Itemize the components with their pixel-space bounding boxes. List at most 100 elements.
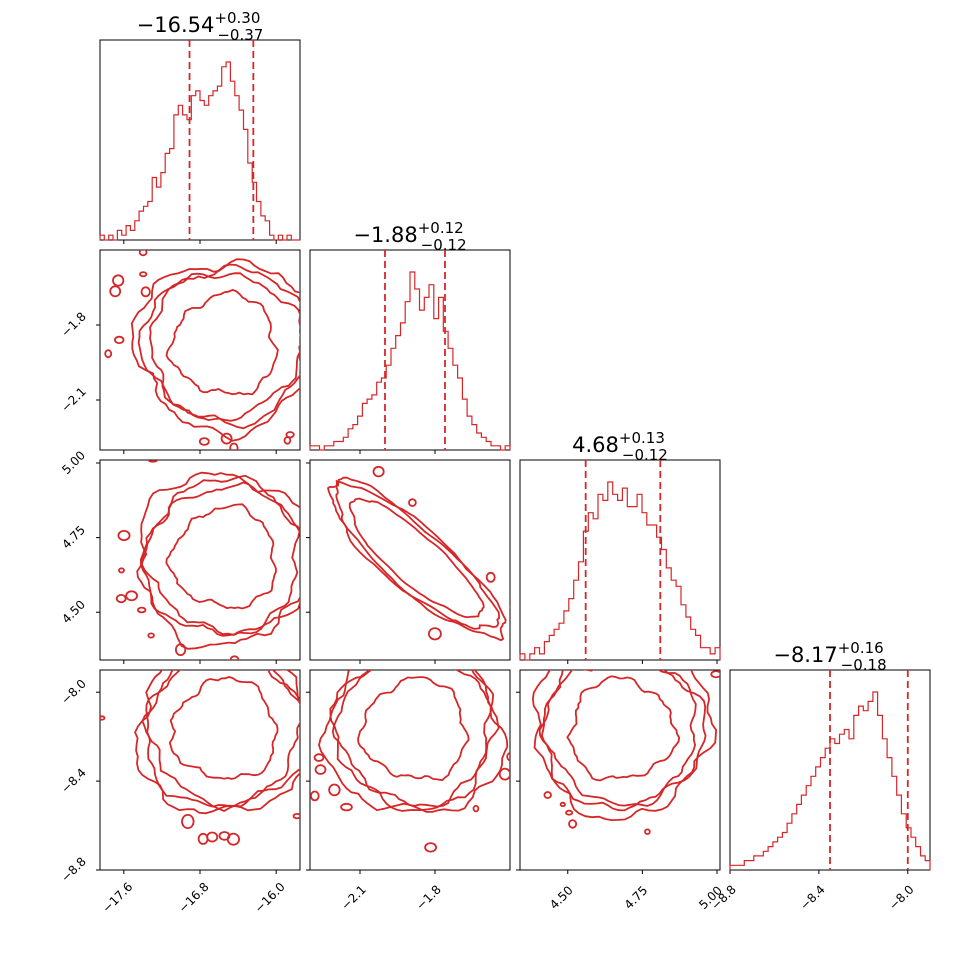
hist-steps-3	[729, 691, 931, 870]
contour-island	[184, 458, 195, 468]
contour-line	[168, 676, 279, 780]
contour-line	[149, 272, 300, 422]
contour-island	[559, 801, 566, 808]
contour-island	[292, 813, 300, 820]
contour-island	[175, 643, 187, 657]
contour-island	[303, 805, 314, 815]
contour-island	[328, 783, 341, 797]
contour-island	[506, 751, 510, 762]
contour-panel-3-0	[96, 629, 314, 874]
contour-island	[408, 498, 417, 507]
contour-line	[348, 497, 485, 619]
contour-line	[165, 503, 277, 610]
contour-island	[226, 832, 240, 846]
contour-island	[682, 629, 689, 634]
contour-island	[310, 790, 320, 802]
contour-line	[141, 670, 300, 808]
contour-island	[146, 460, 159, 463]
contour-island	[565, 617, 569, 621]
contour-island	[372, 465, 385, 478]
title-minus: −0.12	[622, 446, 668, 464]
contour-island	[147, 632, 155, 639]
contour-island	[166, 632, 177, 644]
contour-line	[136, 471, 300, 650]
contour-island	[198, 437, 210, 446]
contour-panel-2-0	[96, 439, 331, 679]
contour-line	[531, 670, 718, 822]
contour-island	[248, 675, 253, 679]
param-title-2: 4.68+0.13 −0.12	[572, 429, 668, 464]
contour-island	[644, 828, 651, 835]
contour-island	[617, 620, 629, 633]
hist-frame-1	[309, 249, 511, 451]
contour-island	[220, 432, 233, 445]
contour-island	[323, 596, 331, 603]
contour-line	[130, 258, 300, 442]
hist-frame-2	[519, 459, 721, 661]
x-tick-label: −16.0	[252, 880, 288, 916]
contour-line	[318, 670, 509, 813]
contour-island	[118, 567, 125, 574]
contour-panel-3-1	[295, 620, 536, 874]
contour-island	[646, 634, 653, 640]
y-tick-label: −8.8	[58, 854, 89, 885]
contour-line	[137, 263, 300, 430]
contour-line	[335, 479, 500, 630]
contour-island	[117, 530, 131, 542]
contour-island	[515, 730, 520, 735]
contour-line	[540, 670, 707, 812]
contour-island	[295, 741, 307, 749]
contour-island	[229, 442, 239, 450]
x-tick-label: −2.1	[338, 882, 369, 913]
contour-line	[165, 288, 279, 396]
title-median: −8.17	[773, 643, 837, 667]
x-tick-label: −17.6	[100, 880, 136, 916]
x-tick-label: 4.50	[547, 883, 576, 912]
contour-island	[136, 606, 147, 614]
title-plus: +0.12	[418, 219, 464, 237]
x-tick-label: −8.0	[886, 882, 917, 913]
contour-panel-1-0	[96, 249, 335, 468]
x-tick-label: 4.75	[622, 883, 651, 912]
contour-line	[329, 670, 500, 812]
contour-island	[710, 670, 720, 679]
contour-island	[194, 629, 201, 634]
contour-island	[524, 719, 536, 729]
hist-panel-0: −16.54+0.30 −0.37	[99, 9, 301, 244]
contour-panel-2-1	[306, 459, 511, 664]
x-tick-label: −8.4	[797, 882, 828, 913]
contour-line	[357, 676, 470, 782]
contour-island	[458, 644, 464, 649]
contour-island	[427, 627, 442, 641]
param-title-0: −16.54+0.30 −0.37	[137, 9, 264, 44]
title-median: −16.54	[137, 13, 215, 37]
contour-island	[104, 349, 113, 359]
contour-island	[139, 271, 148, 278]
contour-island	[201, 668, 210, 676]
hist-steps-2	[519, 481, 721, 661]
contour-island	[340, 802, 353, 812]
contour-island	[221, 664, 228, 672]
contour-island	[244, 439, 256, 449]
title-plus: +0.13	[619, 429, 665, 447]
y-tick-label: −2.1	[58, 384, 89, 415]
y-tick-label: −8.4	[58, 766, 89, 797]
contour-line	[140, 481, 300, 636]
title-plus: +0.16	[838, 639, 884, 657]
y-tick-label: −1.8	[58, 309, 89, 340]
contour-frame	[99, 669, 301, 871]
y-tick-label: −8.0	[58, 677, 89, 708]
contour-island	[113, 335, 125, 344]
hist-panel-2: 4.68+0.13 −0.12	[519, 429, 721, 664]
contour-island	[393, 620, 399, 624]
title-median: 4.68	[572, 433, 619, 457]
title-median: −1.88	[353, 223, 417, 247]
contour-island	[328, 361, 335, 366]
contour-island	[100, 715, 106, 721]
contour-island	[543, 791, 552, 799]
contour-island	[408, 631, 417, 640]
title-minus: −0.37	[217, 26, 263, 44]
title-minus: −0.12	[421, 236, 467, 254]
contour-line	[134, 670, 300, 815]
